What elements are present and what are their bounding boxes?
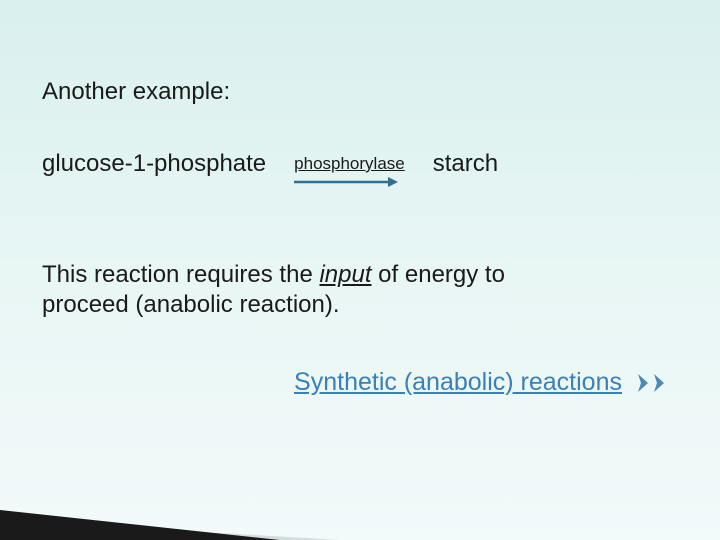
reaction-arrow-icon xyxy=(294,176,398,188)
synthetic-reactions-link[interactable]: Synthetic (anabolic) reactions xyxy=(294,368,622,397)
enzyme-label: phosphorylase xyxy=(294,154,405,174)
reaction-row: glucose-1-phosphate phosphorylase starch xyxy=(42,150,678,190)
reactant-text: glucose-1-phosphate xyxy=(42,150,266,178)
reaction-arrow-block: phosphorylase xyxy=(294,154,405,188)
product-text: starch xyxy=(433,150,498,178)
chevron-right-icon xyxy=(636,372,652,394)
explanation-emph: input xyxy=(319,261,371,288)
link-chevrons xyxy=(636,372,668,394)
explanation-text: This reaction requires the input of ener… xyxy=(42,260,678,320)
explanation-pre: This reaction requires the xyxy=(42,261,319,288)
slide: Another example: glucose-1-phosphate pho… xyxy=(0,0,720,540)
chevron-right-icon xyxy=(652,372,668,394)
heading: Another example: xyxy=(42,78,678,106)
explanation-line2: proceed (anabolic reaction). xyxy=(42,291,340,318)
explanation-post1: of energy to xyxy=(372,261,505,288)
corner-wedge-decor xyxy=(0,470,340,540)
link-row: Synthetic (anabolic) reactions xyxy=(42,368,678,397)
